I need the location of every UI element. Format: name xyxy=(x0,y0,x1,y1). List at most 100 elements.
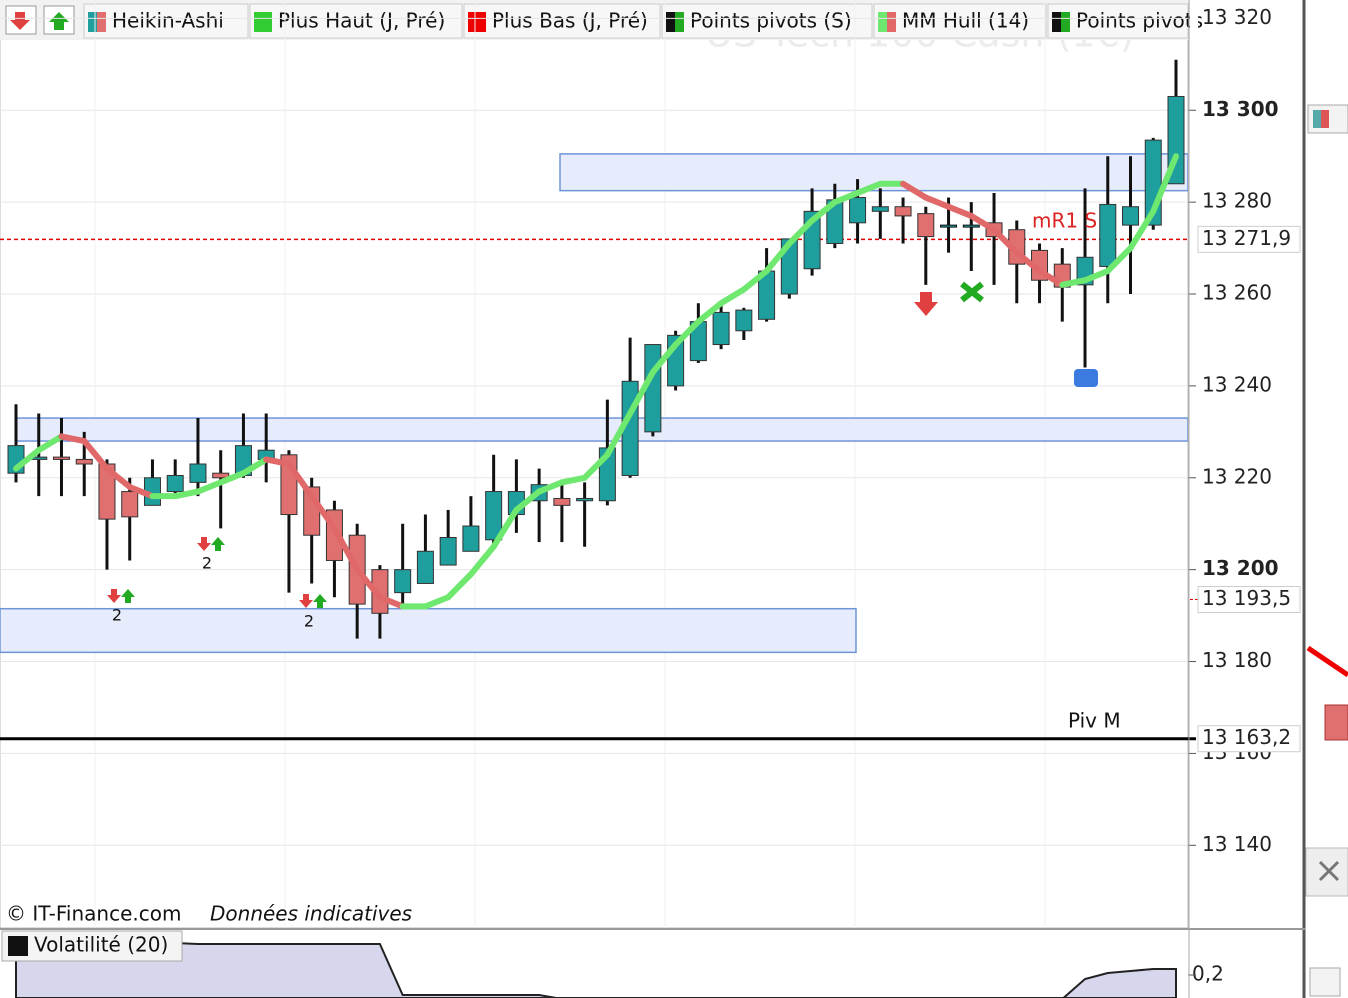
hull-segment xyxy=(308,493,338,532)
legend-item[interactable] xyxy=(661,3,873,39)
legend-item[interactable] xyxy=(873,3,1047,39)
hull-segment xyxy=(672,318,702,348)
vol-legend-icon xyxy=(8,936,28,956)
hull-segment xyxy=(1104,245,1134,275)
hull-segment xyxy=(604,410,634,458)
close-button[interactable] xyxy=(1305,847,1348,897)
hull-segment xyxy=(536,479,565,495)
footer-note: Données indicatives xyxy=(210,902,412,926)
legend-label: Points pivots xyxy=(1076,9,1203,33)
y-tick-label: 13 200 xyxy=(1202,556,1279,580)
hull-segment xyxy=(81,438,110,472)
hull-segment xyxy=(513,488,543,513)
legend-item[interactable] xyxy=(83,3,249,39)
hull-segment xyxy=(331,525,361,573)
y-tick-label: 13 300 xyxy=(1202,97,1279,121)
hull-segment xyxy=(718,286,747,307)
candle-body xyxy=(166,474,184,493)
legend-label: Heikin-Ashi xyxy=(112,9,224,33)
candle-body xyxy=(553,497,571,506)
hull-segment xyxy=(490,506,520,550)
hull-segment xyxy=(13,447,42,472)
hull-segment xyxy=(581,451,611,481)
legend-label: Points pivots (S) xyxy=(690,9,852,33)
level-label: 13 163,2 xyxy=(1202,725,1291,749)
hull-segment xyxy=(445,571,474,601)
candle-body xyxy=(894,206,912,217)
candle-body xyxy=(462,525,480,552)
hull-segment xyxy=(854,180,884,196)
plot-area xyxy=(0,0,1189,929)
legend-icon xyxy=(1052,12,1061,32)
level-label: 13 271,9 xyxy=(1202,226,1291,250)
annotation: 2 xyxy=(112,606,122,625)
hull-segment xyxy=(922,194,952,210)
signal-arrow xyxy=(914,292,938,316)
hull-segment xyxy=(945,203,975,219)
toolbar-clip xyxy=(1190,0,1198,40)
comment-icon[interactable] xyxy=(1074,369,1098,387)
hull-segment xyxy=(695,300,725,325)
copyright: © IT-Finance.com xyxy=(6,902,181,926)
signal-up xyxy=(211,537,225,551)
hull-segment xyxy=(172,488,201,500)
vol-tick-label: 0,2 xyxy=(1192,962,1224,986)
candle-body xyxy=(917,213,935,238)
legend-icon xyxy=(666,12,675,32)
candle-body xyxy=(940,224,958,228)
hull-segment xyxy=(1013,249,1043,275)
hull-segment xyxy=(285,461,315,500)
y-tick-label: 13 260 xyxy=(1202,281,1272,305)
y-tick-label: 13 180 xyxy=(1202,648,1272,672)
side-button[interactable] xyxy=(1309,967,1341,997)
hull-segment xyxy=(1059,277,1089,288)
signal-up xyxy=(121,589,135,603)
candle-body xyxy=(121,491,139,518)
hull-segment xyxy=(263,456,292,467)
signal-down xyxy=(197,537,211,551)
legend-icon xyxy=(263,12,272,32)
legend-icon xyxy=(254,12,263,32)
legend-icon xyxy=(88,12,97,32)
hull-segment xyxy=(809,199,838,224)
hull-segment xyxy=(58,433,88,445)
hull-segment xyxy=(126,483,156,500)
level-box xyxy=(1197,725,1301,753)
legend-icon xyxy=(887,12,896,32)
hull-segment xyxy=(1082,268,1111,284)
y-tick-label: 13 280 xyxy=(1202,189,1272,213)
candle-body xyxy=(75,458,93,465)
zone xyxy=(0,607,857,654)
level-label: 13 193,5 xyxy=(1202,586,1291,610)
btn-down-icon xyxy=(10,12,30,30)
hull-segment xyxy=(240,456,270,477)
hull-segment xyxy=(900,180,929,201)
legend-item[interactable] xyxy=(1047,3,1189,39)
candle-body xyxy=(416,550,434,584)
volatility-area xyxy=(15,942,1177,998)
side-icon xyxy=(1313,110,1321,128)
legend-label: Plus Haut (J, Pré) xyxy=(278,9,445,33)
annotation: Piv M xyxy=(1068,709,1121,733)
candle-body xyxy=(52,456,70,460)
candle-body xyxy=(735,309,753,332)
candle-body xyxy=(712,311,730,346)
candle-body xyxy=(1122,206,1140,226)
y-tick-label: 13 320 xyxy=(1202,5,1272,29)
hull-segment xyxy=(194,479,224,495)
hull-segment xyxy=(991,226,1020,256)
hull-segment xyxy=(627,369,656,417)
candle-body xyxy=(576,497,594,502)
vol-legend-box xyxy=(1,930,183,962)
legend-icon xyxy=(477,12,486,32)
hull-segment xyxy=(1150,153,1179,215)
candle-body xyxy=(485,491,503,541)
candle-body xyxy=(1099,203,1117,267)
legend-item[interactable] xyxy=(463,3,661,39)
hull-segment xyxy=(354,566,383,601)
hull-segment xyxy=(786,217,816,247)
toolbar: Heikin-Ashi Plus Haut (J, Pré) Plus Bas (J… xyxy=(0,0,1203,40)
level-box xyxy=(1197,586,1301,614)
hull-segment xyxy=(831,189,861,206)
